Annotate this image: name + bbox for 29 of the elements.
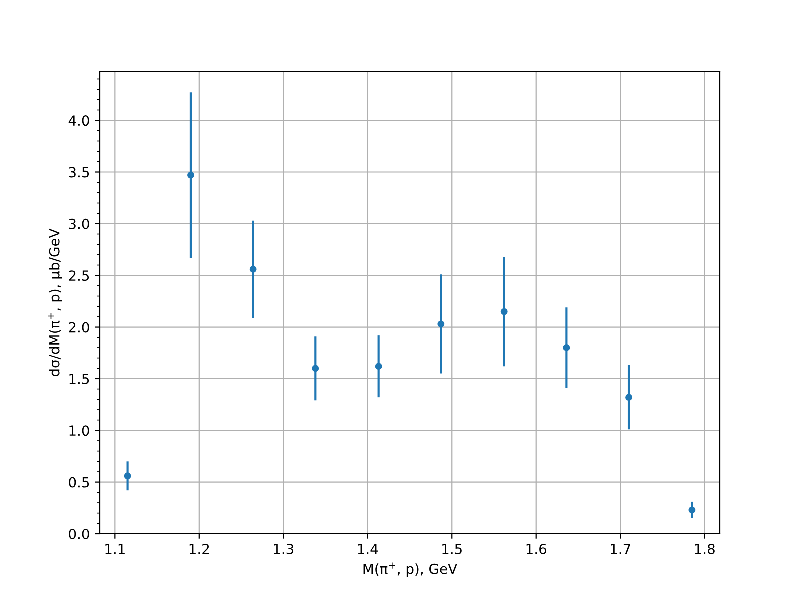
point: [124, 472, 132, 480]
point: [626, 394, 632, 402]
y-tick-label: 3.5: [69, 167, 90, 178]
x-tick-label: 1.1: [106, 544, 125, 554]
y-tick-label: 1.0: [70, 426, 90, 436]
point: [250, 266, 257, 273]
x-tick-label: 1.4: [358, 544, 378, 554]
y-axis-title: dσ/dM(π$^{+}$, p), μb/GeV: [48, 228, 62, 377]
y-tick-label: 1.5: [70, 374, 90, 384]
y-tick-label: 0.5: [69, 477, 90, 488]
x-tick-label: 1.7: [611, 544, 630, 554]
point: [563, 344, 570, 352]
point: [312, 365, 320, 372]
y-tick-label: 2.0: [69, 322, 90, 333]
y-tick-label: 0.0: [69, 528, 90, 540]
point: [438, 320, 445, 328]
point: [500, 308, 508, 316]
x-tick-label: 1.2: [190, 544, 210, 554]
point: [188, 172, 194, 179]
x-tick-label: 1.5: [442, 544, 462, 554]
x-tick-label: 1.8: [695, 544, 715, 554]
y-tick-label: 2.5: [69, 270, 90, 282]
y-tick-label: 4.0: [68, 116, 90, 126]
point: [375, 363, 382, 370]
y-tick-label: 3.0: [69, 218, 90, 230]
x-tick-label: 1.3: [274, 544, 294, 554]
x-axis-title: M(π$^{+}$, p), GeV: [364, 562, 458, 578]
x-tick-label: 1.6: [526, 544, 547, 554]
point: [688, 506, 696, 514]
